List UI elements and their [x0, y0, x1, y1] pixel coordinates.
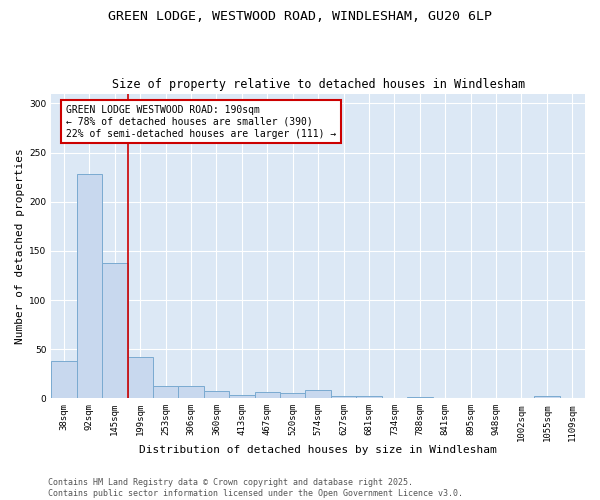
Bar: [153, 386, 178, 398]
Bar: [331, 396, 356, 398]
Bar: [102, 262, 128, 398]
Title: Size of property relative to detached houses in Windlesham: Size of property relative to detached ho…: [112, 78, 525, 91]
Text: Contains HM Land Registry data © Crown copyright and database right 2025.
Contai: Contains HM Land Registry data © Crown c…: [48, 478, 463, 498]
Bar: [77, 174, 102, 398]
Text: GREEN LODGE WESTWOOD ROAD: 190sqm
← 78% of detached houses are smaller (390)
22%: GREEN LODGE WESTWOOD ROAD: 190sqm ← 78% …: [66, 106, 336, 138]
Bar: [534, 396, 560, 398]
Bar: [254, 392, 280, 398]
Bar: [305, 390, 331, 398]
X-axis label: Distribution of detached houses by size in Windlesham: Distribution of detached houses by size …: [139, 445, 497, 455]
Bar: [204, 392, 229, 398]
Bar: [51, 361, 77, 399]
Y-axis label: Number of detached properties: Number of detached properties: [15, 148, 25, 344]
Bar: [356, 396, 382, 398]
Bar: [178, 386, 204, 398]
Text: GREEN LODGE, WESTWOOD ROAD, WINDLESHAM, GU20 6LP: GREEN LODGE, WESTWOOD ROAD, WINDLESHAM, …: [108, 10, 492, 23]
Bar: [128, 357, 153, 399]
Bar: [280, 394, 305, 398]
Bar: [229, 396, 254, 398]
